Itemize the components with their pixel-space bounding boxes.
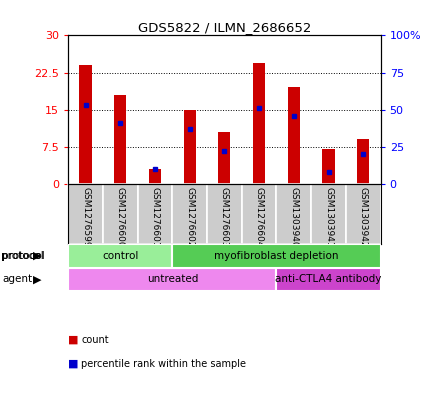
Text: ■: ■: [68, 335, 79, 345]
Bar: [311, 184, 346, 244]
Text: GSM1276604: GSM1276604: [255, 187, 264, 248]
Bar: [288, 87, 300, 184]
Bar: [253, 62, 265, 184]
Text: GSM1276600: GSM1276600: [116, 187, 125, 248]
Text: ▶: ▶: [33, 274, 41, 284]
Text: anti-CTLA4 antibody: anti-CTLA4 antibody: [275, 274, 382, 284]
Text: ■: ■: [68, 358, 79, 369]
Text: GSM1276603: GSM1276603: [220, 187, 229, 248]
Text: protocol: protocol: [1, 251, 44, 261]
Text: count: count: [81, 335, 109, 345]
Bar: [114, 95, 126, 184]
Bar: [242, 184, 276, 244]
Bar: [357, 140, 369, 184]
Text: GSM1303942: GSM1303942: [359, 187, 368, 248]
Text: GSM1276599: GSM1276599: [81, 187, 90, 248]
Text: untreated: untreated: [147, 274, 198, 284]
Bar: [207, 184, 242, 244]
Text: GSM1303941: GSM1303941: [324, 187, 333, 248]
Text: agent: agent: [2, 274, 32, 284]
Text: GSM1276602: GSM1276602: [185, 187, 194, 248]
Text: myofibroblast depletion: myofibroblast depletion: [214, 251, 339, 261]
Bar: [276, 184, 311, 244]
Bar: [138, 184, 172, 244]
Bar: [172, 184, 207, 244]
Bar: [183, 110, 196, 184]
Bar: [68, 244, 172, 268]
Bar: [346, 184, 381, 244]
Title: GDS5822 / ILMN_2686652: GDS5822 / ILMN_2686652: [138, 21, 311, 34]
Bar: [172, 244, 381, 268]
Bar: [218, 132, 231, 184]
Bar: [323, 149, 334, 184]
Text: control: control: [102, 251, 139, 261]
Text: GSM1276601: GSM1276601: [150, 187, 159, 248]
Text: protocol: protocol: [2, 251, 45, 261]
Bar: [68, 184, 103, 244]
Bar: [103, 184, 138, 244]
Text: ▶: ▶: [33, 251, 41, 261]
Bar: [68, 268, 276, 291]
Bar: [80, 65, 92, 184]
Bar: [149, 169, 161, 184]
Text: GSM1303940: GSM1303940: [290, 187, 298, 248]
Text: percentile rank within the sample: percentile rank within the sample: [81, 358, 246, 369]
Bar: [276, 268, 381, 291]
